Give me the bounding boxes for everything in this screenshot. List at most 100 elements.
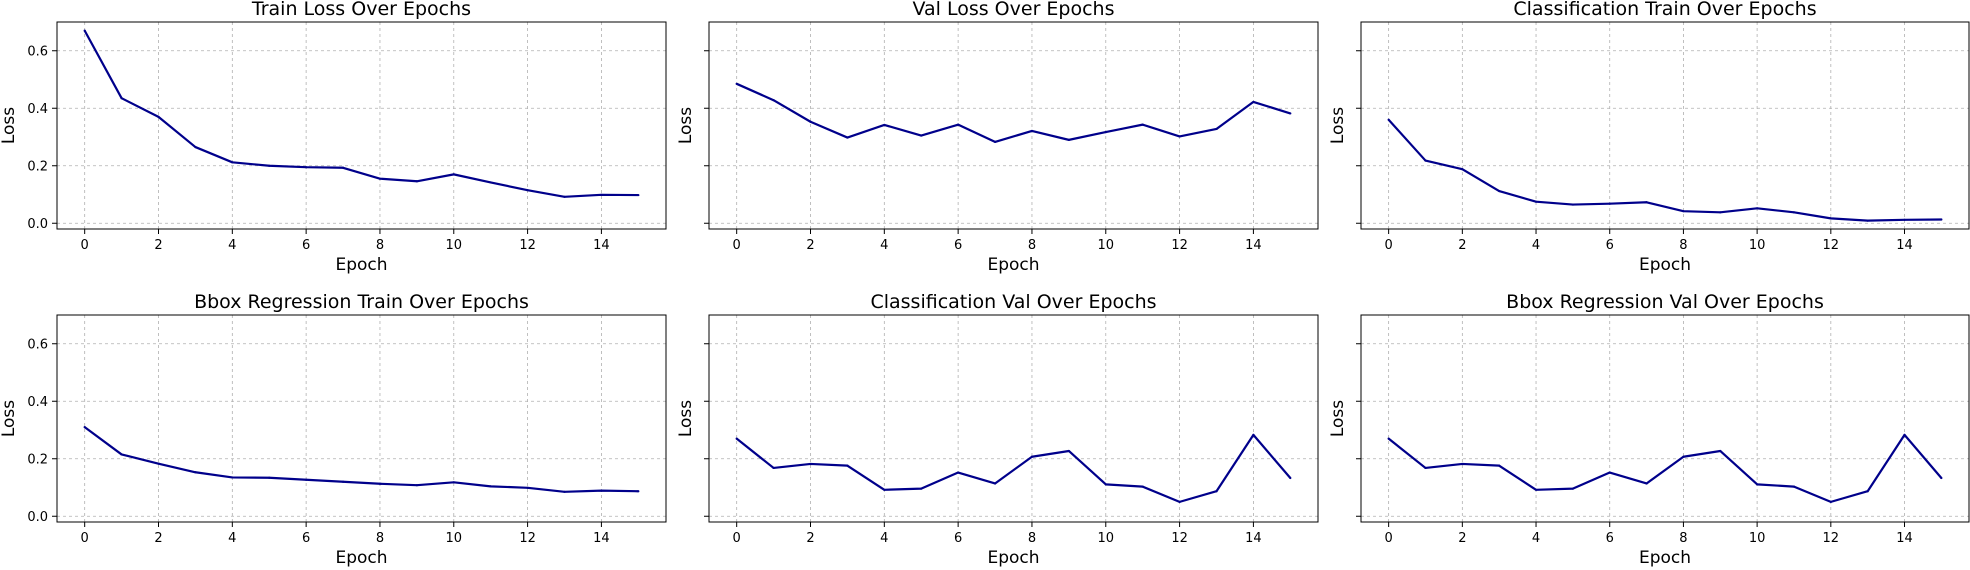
axes-frame	[1360, 21, 1970, 230]
subplot-title: Bbox Regression Val Over Epochs	[1506, 291, 1824, 313]
data-point	[993, 482, 997, 485]
x-tick-label: 8	[1028, 238, 1036, 253]
data-point	[1498, 464, 1501, 467]
loss-series-line	[1387, 433, 1943, 503]
data-point	[600, 193, 603, 196]
x-axis-label: Epoch	[987, 548, 1039, 568]
x-tick-label: 6	[1606, 238, 1614, 253]
x-tick-label: 6	[954, 531, 962, 546]
x-tick-label: 4	[1532, 531, 1540, 546]
x-tick-label: 12	[519, 238, 536, 253]
data-point	[1215, 490, 1218, 493]
data-point	[341, 480, 345, 483]
subplot-3: 0 2 4 6 8 10 12 14 Classification Train Over Epo…	[1328, 0, 1970, 275]
x-tick-label: 2	[1458, 238, 1466, 253]
data-point	[194, 145, 197, 149]
x-tick-label: 2	[154, 238, 162, 253]
axes-frame	[56, 314, 667, 523]
x-tick-label: 14	[1245, 531, 1262, 546]
x-axis-label: Epoch	[335, 548, 387, 568]
data-point	[920, 487, 923, 490]
x-tick-label: 8	[376, 531, 384, 546]
data-point	[231, 161, 234, 164]
subplot-6: 0 2 4 6 8 10 12 14 Bbox Regression Val Over Epoc…	[1328, 291, 1970, 568]
data-point	[1289, 476, 1292, 480]
x-axis-label: Epoch	[987, 255, 1039, 275]
data-point	[1067, 138, 1070, 141]
data-point	[489, 181, 492, 184]
data-point	[1461, 168, 1464, 171]
data-point	[1903, 218, 1906, 221]
data-point	[883, 488, 886, 491]
x-tick-label: 8	[1028, 531, 1036, 546]
data-point	[1104, 483, 1107, 486]
x-tick-label: 10	[445, 238, 462, 253]
x-tick-label: 8	[1679, 531, 1687, 546]
data-point	[563, 490, 566, 493]
data-point	[1940, 476, 1943, 480]
data-point	[1756, 207, 1759, 210]
y-axis-label: Loss	[0, 400, 19, 437]
subplot-title: Classification Val Over Epochs	[870, 291, 1156, 313]
data-point	[883, 123, 886, 127]
subplot-title: Train Loss Over Epochs	[251, 0, 471, 20]
subplot-4: 0 2 4 6 8 10 12 14 0.0 0.2 0.4 0.6 Bbox Regression T…	[0, 291, 667, 568]
loss-series-line	[84, 426, 639, 493]
data-point	[1645, 201, 1648, 204]
data-point	[1141, 123, 1144, 126]
subplot-5: 0 2 4 6 8 10 12 14 Classification Val Over Epoch…	[676, 291, 1319, 568]
x-axis-label: Epoch	[1639, 548, 1691, 568]
data-point	[378, 177, 382, 180]
data-point	[526, 189, 529, 192]
x-tick-label: 14	[1245, 238, 1262, 253]
data-point	[1178, 500, 1181, 503]
x-tick-label: 12	[1171, 531, 1188, 546]
data-point	[268, 164, 271, 167]
data-point	[809, 120, 812, 123]
data-point	[415, 180, 418, 183]
x-tick-label: 6	[1606, 531, 1614, 546]
data-point	[1792, 211, 1796, 214]
axes-frame	[1360, 314, 1970, 523]
data-point	[1387, 118, 1390, 121]
x-tick-label: 2	[806, 531, 814, 546]
data-point	[1030, 129, 1034, 133]
data-point	[1866, 490, 1869, 493]
data-point	[1645, 482, 1648, 485]
x-tick-label: 0	[1384, 238, 1392, 253]
x-tick-label: 2	[806, 238, 814, 253]
x-tick-label: 0	[733, 238, 741, 253]
data-point	[1866, 219, 1869, 222]
loss-series-line	[736, 82, 1291, 143]
data-point	[846, 464, 849, 467]
x-tick-label: 10	[1097, 531, 1114, 546]
data-point	[1534, 488, 1538, 491]
y-axis-label: Loss	[676, 400, 696, 437]
data-point	[83, 29, 86, 32]
x-tick-label: 12	[1171, 238, 1188, 253]
data-point	[993, 140, 997, 143]
data-point	[920, 134, 923, 137]
data-point	[1682, 210, 1685, 213]
y-tick-label: 0.6	[27, 337, 48, 352]
data-point	[1534, 200, 1538, 203]
data-point	[489, 485, 492, 488]
data-point	[1682, 455, 1685, 458]
x-tick-label: 4	[228, 531, 236, 546]
y-tick-label: 0.0	[27, 217, 48, 232]
x-tick-label: 12	[1823, 531, 1840, 546]
data-point	[957, 123, 960, 126]
data-point	[1719, 211, 1722, 214]
data-point	[809, 462, 812, 466]
data-point	[1940, 218, 1943, 221]
data-point	[563, 195, 566, 198]
x-tick-label: 0	[81, 238, 89, 253]
x-tick-label: 0	[1384, 531, 1392, 546]
data-point	[452, 173, 455, 176]
data-point	[1756, 483, 1759, 486]
data-point	[1461, 462, 1464, 466]
data-point	[1067, 449, 1070, 453]
data-point	[1252, 100, 1255, 104]
data-point	[1719, 449, 1722, 453]
